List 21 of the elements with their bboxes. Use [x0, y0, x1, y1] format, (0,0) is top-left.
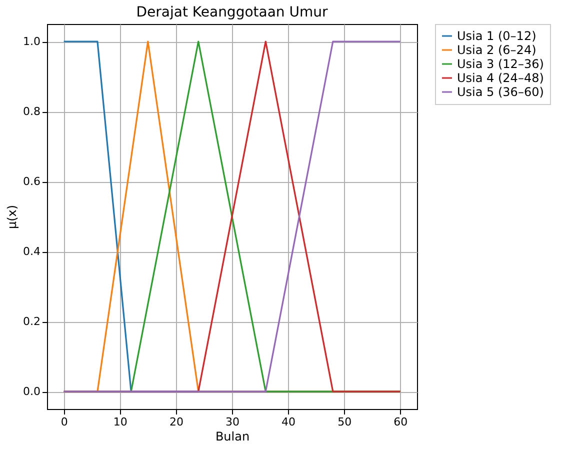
x-tick-label: 20 [169, 416, 184, 428]
legend-label: Usia 3 (12–36) [457, 57, 544, 71]
y-tick-label: 0.2 [23, 315, 40, 328]
x-tick-label: 40 [282, 416, 296, 428]
legend-label: Usia 4 (24–48) [457, 71, 544, 85]
chart-title: Derajat Keanggotaan Umur [136, 4, 328, 20]
x-tick-label: 10 [113, 416, 128, 428]
legend-label: Usia 5 (36–60) [457, 85, 544, 99]
y-axis-title: μ(x) [5, 204, 20, 230]
x-tick-label: 60 [394, 416, 408, 428]
y-tick-label: 1.0 [23, 35, 40, 48]
legend-label: Usia 1 (0–12) [457, 29, 536, 43]
y-tick-label: 0.6 [23, 175, 40, 188]
y-tick-label: 0.0 [23, 385, 40, 398]
x-tick-label: 0 [60, 416, 68, 428]
y-tick-label: 0.8 [23, 105, 40, 118]
x-tick-label: 30 [226, 416, 240, 428]
x-tick-label: 50 [338, 416, 352, 428]
y-tick-label: 0.4 [23, 245, 40, 258]
legend-label: Usia 2 (6–24) [457, 43, 536, 57]
x-axis-title: Bulan [215, 430, 250, 444]
